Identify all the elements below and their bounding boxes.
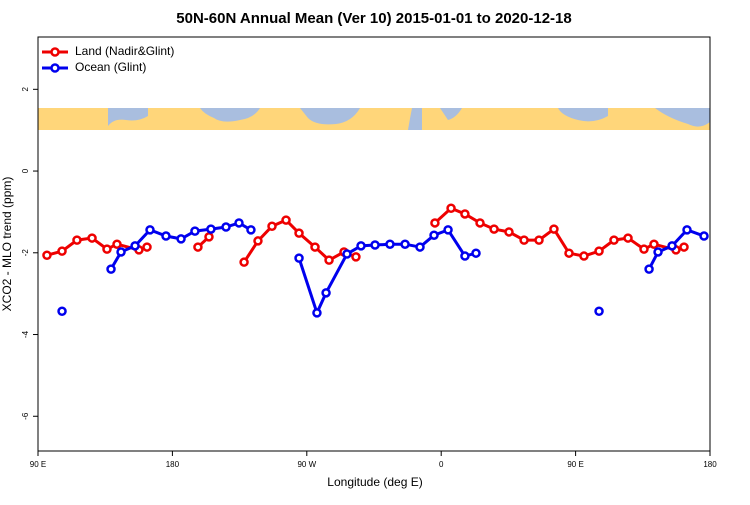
data-point: [356, 241, 366, 251]
data-point: [564, 248, 574, 258]
x-tick-label: 180: [703, 460, 717, 469]
data-point: [415, 242, 425, 252]
data-point: [234, 218, 244, 228]
data-point: [193, 242, 203, 252]
x-tick-label: 90 E: [30, 460, 46, 469]
data-point: [644, 264, 654, 274]
data-point: [649, 239, 659, 249]
series-line: [46, 206, 685, 264]
data-point: [116, 247, 126, 257]
legend-marker: [50, 47, 60, 57]
data-point: [130, 241, 140, 251]
data-point: [310, 242, 320, 252]
y-tick-label: -6: [21, 412, 30, 420]
x-axis-label: Longitude (deg E): [327, 475, 422, 489]
data-point: [370, 240, 380, 250]
data-point: [267, 221, 277, 231]
data-point: [682, 225, 692, 235]
data-point: [106, 264, 116, 274]
x-tick-label: 90 W: [297, 460, 316, 469]
x-tick-label: 0: [439, 460, 444, 469]
data-point: [324, 255, 334, 265]
data-point: [623, 233, 633, 243]
data-point: [176, 234, 186, 244]
data-point: [253, 236, 263, 246]
data-point: [699, 231, 709, 241]
data-point: [204, 232, 214, 242]
legend-label: Land (Nadir&Glint): [75, 44, 174, 58]
data-point: [653, 247, 663, 257]
data-point: [342, 249, 352, 259]
data-point: [579, 251, 589, 261]
data-point: [190, 226, 200, 236]
data-point: [351, 252, 361, 262]
data-point: [87, 233, 97, 243]
data-point: [475, 218, 485, 228]
data-point: [504, 227, 514, 237]
legend-label: Ocean (Glint): [75, 60, 146, 74]
data-point: [460, 251, 470, 261]
data-point: [294, 228, 304, 238]
data-point: [430, 218, 440, 228]
data-point: [534, 235, 544, 245]
data-point: [221, 222, 231, 232]
data-point: [281, 215, 291, 225]
data-point: [112, 239, 122, 249]
data-point: [519, 235, 529, 245]
data-point: [460, 209, 470, 219]
data-point: [594, 306, 604, 316]
data-point: [471, 248, 481, 258]
data-point: [161, 231, 171, 241]
chart-title: 50N-60N Annual Mean (Ver 10) 2015-01-01 …: [176, 10, 571, 27]
data-point: [385, 239, 395, 249]
data-point: [639, 244, 649, 254]
data-point: [321, 288, 331, 298]
data-point: [446, 203, 456, 213]
y-tick-label: -4: [21, 330, 30, 338]
data-point: [72, 235, 82, 245]
data-point: [206, 224, 216, 234]
legend-marker: [50, 63, 60, 73]
data-point: [145, 225, 155, 235]
data-point: [679, 242, 689, 252]
data-point: [102, 244, 112, 254]
data-point: [429, 230, 439, 240]
y-axis-label: XCO2 - MLO trend (ppm): [0, 177, 14, 312]
data-point: [246, 225, 256, 235]
data-point: [594, 246, 604, 256]
map-band: [38, 108, 710, 130]
data-point: [142, 242, 152, 252]
data-point: [312, 308, 322, 318]
data-point: [549, 224, 559, 234]
y-tick-label: -2: [21, 249, 30, 257]
data-point: [239, 257, 249, 267]
x-tick-label: 180: [166, 460, 180, 469]
y-tick-label: 2: [21, 87, 30, 92]
data-point: [57, 246, 67, 256]
data-point: [57, 306, 67, 316]
data-point: [609, 235, 619, 245]
data-point: [667, 241, 677, 251]
data-point: [294, 253, 304, 263]
x-tick-label: 90 E: [567, 460, 583, 469]
plot-frame: [37, 36, 711, 452]
data-point: [42, 250, 52, 260]
y-tick-label: 0: [21, 168, 30, 173]
data-point: [400, 239, 410, 249]
data-point: [489, 224, 499, 234]
data-point: [443, 225, 453, 235]
